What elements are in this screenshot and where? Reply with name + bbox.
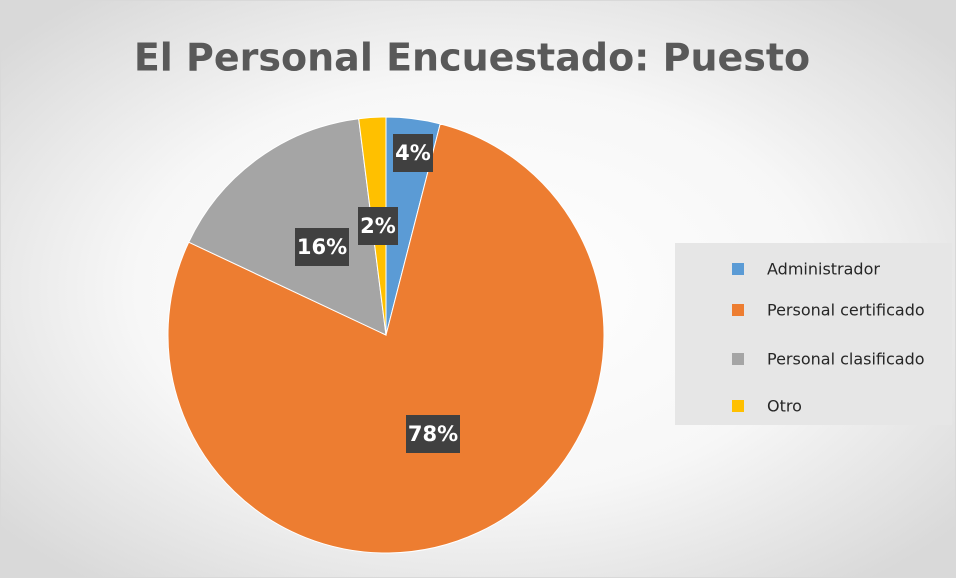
pie-slice [167, 123, 605, 554]
legend-label: Personal certificado [767, 301, 925, 320]
data-label-box [295, 228, 349, 266]
data-label-box [358, 207, 398, 245]
data-label: 4% [395, 141, 431, 165]
data-label-box [393, 134, 433, 172]
legend-swatch [732, 304, 744, 316]
data-label: 78% [408, 422, 458, 446]
legend-label: Otro [767, 397, 802, 416]
pie-slice [188, 118, 387, 336]
legend-label: Personal clasificado [767, 350, 925, 369]
legend-swatch [732, 400, 744, 412]
legend-label: Administrador [767, 260, 880, 279]
chart-title: El Personal Encuestado: Puesto [134, 36, 810, 80]
data-label-box [406, 415, 460, 453]
data-label: 2% [360, 214, 396, 238]
data-label: 16% [297, 235, 347, 259]
legend-box [675, 243, 952, 425]
legend-swatch [732, 263, 744, 275]
legend-swatch [732, 353, 744, 365]
